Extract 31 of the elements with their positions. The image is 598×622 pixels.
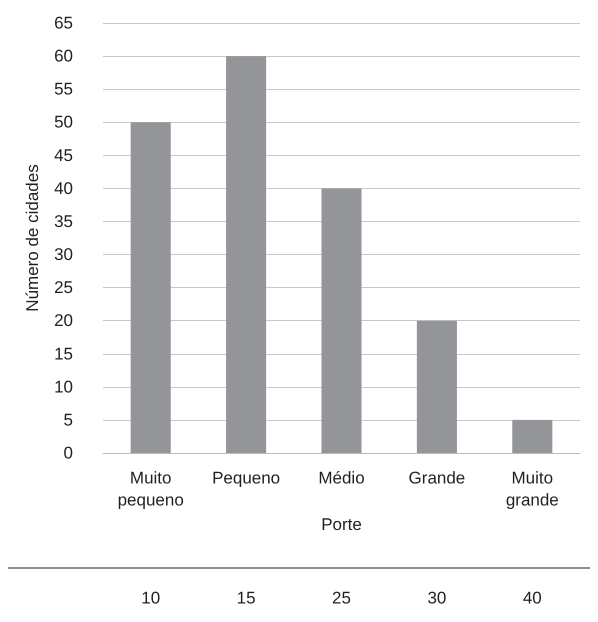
x-tick-label: Pequeno	[212, 468, 280, 488]
y-tick-label: 25	[54, 278, 73, 298]
y-tick-label: 10	[54, 377, 73, 396]
bar	[416, 320, 457, 453]
bar	[226, 56, 266, 453]
y-tick-label: 35	[54, 212, 73, 231]
x-tick-label: Médio	[318, 468, 365, 488]
bar	[130, 122, 171, 453]
y-tick-label: 30	[54, 245, 73, 264]
y-tick-label: 5	[64, 410, 73, 430]
y-tick-label: 60	[54, 46, 73, 66]
bar	[321, 188, 362, 453]
x-axis-title: Porte	[321, 514, 362, 534]
y-tick-label: 45	[54, 146, 73, 165]
text: 15	[236, 588, 256, 608]
y-tick-label: 20	[54, 311, 73, 330]
bar	[512, 420, 552, 453]
y-tick-label: 0	[64, 444, 73, 462]
y-axis-title: Número de cidades	[23, 164, 42, 312]
y-tick-label: 55	[54, 80, 73, 99]
x-tick-label: Muito grande	[506, 468, 559, 510]
text: 10	[141, 588, 160, 608]
y-tick-label: 50	[54, 112, 73, 132]
x-tick-label: Grande	[408, 468, 466, 488]
text: 25	[332, 588, 351, 608]
text: 30	[427, 588, 446, 608]
x-tick-label: Muito pequeno	[118, 468, 184, 510]
text: 40	[522, 588, 542, 608]
y-tick-label: 65	[54, 14, 73, 32]
y-tick-label: 15	[54, 344, 73, 364]
y-tick-label: 40	[54, 178, 73, 198]
